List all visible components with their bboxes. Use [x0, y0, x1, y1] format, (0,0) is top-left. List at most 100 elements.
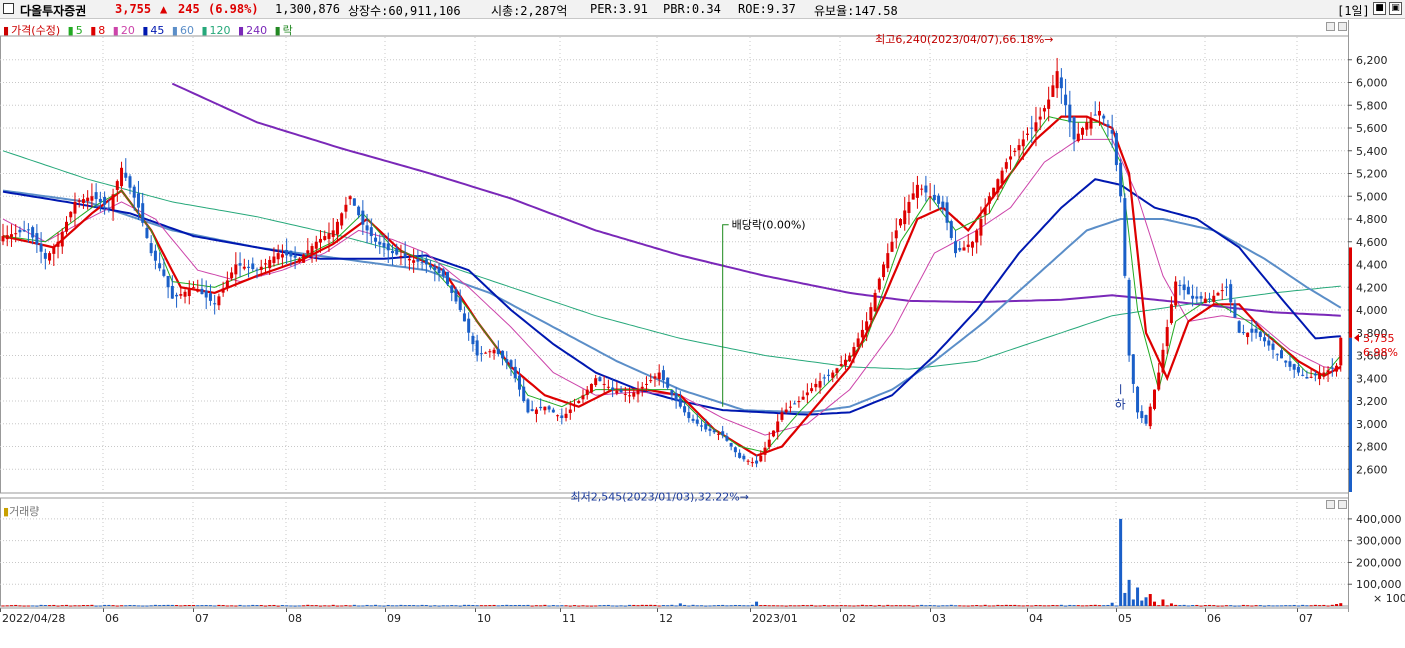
candle-body [513, 366, 517, 379]
volume-bar [886, 604, 890, 606]
candle-body [1051, 85, 1055, 97]
volume-bar [446, 605, 450, 607]
candle-body [1250, 328, 1254, 333]
price-tick-label: 4,800 [1356, 213, 1388, 226]
candle-body [395, 248, 399, 255]
volume-bar [471, 605, 475, 607]
candle-body [1021, 139, 1025, 147]
panel-minimize-icon[interactable] [1326, 22, 1335, 31]
volume-bar [581, 605, 585, 607]
volume-bar [1203, 605, 1207, 607]
candle-body [886, 253, 890, 269]
candle-body [1237, 321, 1241, 333]
candle-body [987, 196, 991, 204]
legend-item-ma20[interactable]: ▮ 20 [112, 24, 135, 37]
legend-item-ma120[interactable]: ▮ 120 [201, 24, 231, 37]
candle-body [894, 230, 898, 239]
volume-bar [323, 605, 327, 607]
candle-body [839, 364, 843, 367]
volume-bar [1055, 605, 1059, 607]
legend-item-ma45[interactable]: ▮ 45 [142, 24, 165, 37]
volume-bar [433, 605, 437, 607]
candle-body [992, 187, 996, 197]
low-marker-label: 하 [1115, 397, 1126, 411]
candle-body [649, 380, 653, 382]
candle-body [543, 406, 547, 411]
panel-close-icon[interactable] [1338, 22, 1347, 31]
volume-bar [611, 605, 615, 607]
current-price: 3,755 [115, 2, 152, 16]
candle-body [818, 381, 822, 388]
price-tick-label: 5,400 [1356, 145, 1388, 158]
candle-body [225, 280, 229, 288]
candle-body [793, 403, 797, 405]
candle-body [598, 377, 602, 382]
volume-bar [623, 605, 627, 607]
candle-body [530, 409, 534, 411]
candlestick-layer [1, 57, 1343, 468]
volume-bar [632, 604, 636, 606]
maximize-icon[interactable]: ■ [1373, 2, 1386, 15]
candle-body [1224, 286, 1228, 288]
legend-item-ma60[interactable]: ▮ 60 [171, 24, 194, 37]
candle-body [98, 198, 102, 202]
volume-panel-minimize-icon[interactable] [1326, 500, 1335, 509]
volume-bar [1030, 605, 1034, 607]
candle-body [1085, 122, 1089, 130]
volume-bar [560, 605, 564, 607]
volume-bar [505, 604, 509, 606]
volume-bar [467, 604, 471, 606]
candle-body [1279, 350, 1283, 359]
candle-body [153, 250, 157, 261]
candle-body [581, 395, 585, 400]
volume-bar [492, 604, 496, 606]
volume-bar [263, 605, 267, 607]
volume-bar [412, 605, 416, 607]
legend-item-ma8[interactable]: ▮ 8 [90, 24, 106, 37]
volume-bar [98, 605, 102, 607]
volume-bar [1144, 597, 1148, 606]
candle-body [539, 406, 543, 409]
legend-item-ma5[interactable]: ▮ 5 [67, 24, 83, 37]
volume-bar [208, 605, 212, 607]
volume-bar [276, 605, 280, 607]
volume-bar [915, 605, 919, 607]
volume-bar [1322, 604, 1326, 606]
legend-item-ma240[interactable]: ▮ 240 [238, 24, 268, 37]
candle-body [615, 391, 619, 394]
x-tick-label: 04 [1029, 612, 1043, 625]
price-tick-label: 5,600 [1356, 122, 1388, 135]
volume-bar [1093, 604, 1097, 606]
volume-panel-close-icon[interactable] [1338, 500, 1347, 509]
candle-body [369, 227, 373, 237]
candle-body [860, 329, 864, 338]
candle-body [708, 428, 712, 431]
candle-body [733, 447, 737, 453]
volume-bar [280, 605, 284, 607]
volume-bar [162, 604, 166, 606]
volume-bar [615, 605, 619, 607]
volume-bar [192, 605, 196, 607]
restore-icon[interactable]: ▣ [1389, 2, 1402, 15]
volume-bar [687, 605, 691, 607]
legend-item-ex-dividend[interactable]: ▮ 락 [274, 24, 293, 37]
volume-bar [1131, 599, 1135, 606]
period-label[interactable]: [1일] [1337, 4, 1370, 18]
candle-body [1081, 128, 1085, 135]
volume-bar [399, 604, 403, 606]
volume-bar [268, 605, 272, 607]
candle-body [1072, 117, 1076, 140]
volume-bar [992, 605, 996, 607]
x-tick-label: 06 [1207, 612, 1221, 625]
candle-body [1288, 361, 1292, 367]
candle-body [128, 176, 132, 188]
candle-body [712, 430, 716, 433]
volume-bar [1097, 605, 1101, 607]
volume-bar [90, 604, 94, 606]
legend-item-price[interactable]: ▮ 가격(수정) [3, 24, 61, 37]
candle-body [289, 250, 293, 257]
volume-bar [725, 605, 729, 607]
checkbox[interactable] [3, 3, 14, 14]
candle-body [204, 290, 208, 298]
candle-body [280, 254, 284, 258]
